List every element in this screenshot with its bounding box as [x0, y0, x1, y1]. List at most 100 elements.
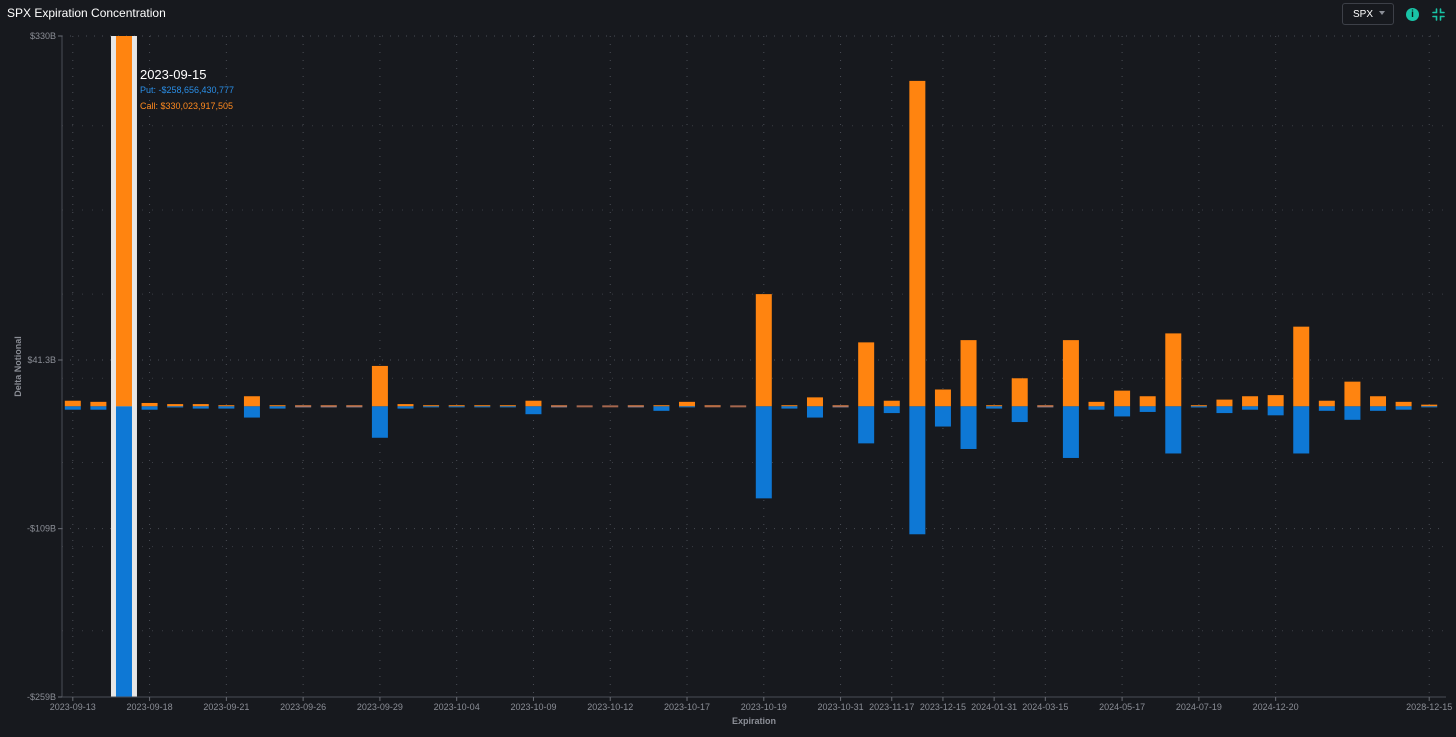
call-bar — [909, 80, 926, 407]
put-bar — [141, 406, 158, 410]
put-bar — [1139, 406, 1156, 412]
put-bar — [653, 406, 670, 411]
x-tick-label: 2023-09-26 — [280, 702, 326, 712]
small-bar — [627, 405, 644, 408]
tooltip: 2023-09-15 Put: -$258,656,430,777 Call: $3… — [140, 67, 234, 111]
call-bar — [1370, 396, 1387, 407]
put-bar — [1216, 406, 1233, 414]
call-bar — [986, 405, 1003, 407]
put-bar — [167, 406, 184, 408]
put-bar — [269, 406, 286, 409]
call-bar — [1242, 396, 1259, 407]
call-bar — [474, 405, 491, 407]
put-bar — [1011, 406, 1028, 423]
call-bar — [525, 400, 542, 407]
call-bar — [141, 402, 158, 407]
small-bar — [295, 405, 312, 408]
x-tick-label: 2023-09-21 — [203, 702, 249, 712]
bar-series — [64, 36, 1438, 697]
x-tick-label: 2023-10-17 — [664, 702, 710, 712]
put-bar — [960, 406, 977, 449]
x-axis-title: Expiration — [732, 716, 776, 726]
call-bar — [1165, 333, 1182, 407]
put-bar — [755, 406, 772, 499]
put-bar — [1370, 406, 1387, 411]
call-bar — [448, 405, 465, 407]
call-bar — [1139, 396, 1156, 407]
put-bar — [192, 406, 209, 409]
call-bar — [1344, 381, 1361, 407]
put-bar — [1242, 406, 1259, 410]
call-bar — [115, 36, 132, 407]
put-bar — [218, 406, 235, 409]
call-bar — [883, 400, 900, 407]
call-bar — [1293, 326, 1310, 407]
put-bar — [371, 406, 388, 438]
put-bar — [115, 406, 132, 697]
call-bar — [781, 405, 798, 407]
chart-title: SPX Expiration Concentration — [7, 6, 166, 20]
put-bar — [1293, 406, 1310, 454]
small-bar — [730, 405, 747, 408]
call-bar — [1318, 400, 1335, 407]
chevron-down-icon — [1379, 11, 1385, 15]
small-bar — [346, 405, 363, 408]
put-bar — [1165, 406, 1182, 454]
x-tick-label: 2024-07-19 — [1176, 702, 1222, 712]
put-bar — [1421, 406, 1438, 408]
call-bar — [397, 404, 414, 407]
ticker-select-value: SPX — [1353, 8, 1374, 20]
x-tick-label: 2023-12-15 — [920, 702, 966, 712]
y-tick-label: -$259B — [27, 692, 56, 702]
x-tick-label: 2024-01-31 — [971, 702, 1017, 712]
y-tick-label: -$109B — [27, 524, 56, 534]
put-bar — [1062, 406, 1079, 458]
x-tick-label: 2023-09-18 — [127, 702, 173, 712]
x-tick-label: 2023-09-13 — [50, 702, 96, 712]
call-bar — [499, 405, 516, 407]
x-tick-label: 2023-10-09 — [510, 702, 556, 712]
call-bar — [934, 389, 951, 407]
put-bar — [1318, 406, 1335, 411]
tooltip-put-value: Put: -$258,656,430,777 — [140, 85, 234, 95]
x-tick-label: 2024-03-15 — [1022, 702, 1068, 712]
call-bar — [858, 342, 875, 407]
call-bar — [1011, 378, 1028, 407]
call-bar — [755, 294, 772, 407]
put-bar — [1267, 406, 1284, 416]
small-bar — [704, 405, 721, 408]
x-tick-label: 2023-10-04 — [434, 702, 480, 712]
call-bar — [269, 405, 286, 407]
x-tick-label: 2023-10-19 — [741, 702, 787, 712]
call-bar — [1216, 399, 1233, 407]
x-tick-label: 2024-05-17 — [1099, 702, 1145, 712]
small-bar — [602, 405, 619, 408]
put-bar — [858, 406, 875, 444]
small-bar — [832, 405, 849, 408]
put-bar — [934, 406, 951, 427]
put-bar — [448, 406, 465, 408]
y-axis-title: Delta Notional — [13, 336, 23, 397]
small-bar — [320, 405, 337, 408]
call-bar — [1190, 405, 1207, 407]
info-icon[interactable]: i — [1406, 8, 1419, 21]
put-bar — [1395, 406, 1412, 410]
call-bar — [960, 340, 977, 407]
put-bar — [64, 406, 81, 410]
x-tick-label: 2023-10-31 — [818, 702, 864, 712]
x-tick-label: 2023-09-29 — [357, 702, 403, 712]
call-bar — [192, 404, 209, 407]
call-bar — [1114, 390, 1131, 407]
x-tick-label: 2023-10-12 — [587, 702, 633, 712]
put-bar — [1088, 406, 1105, 410]
call-bar — [653, 405, 670, 407]
collapse-icon[interactable] — [1432, 8, 1445, 21]
call-bar — [243, 396, 260, 407]
x-tick-label: 2028-12-15 — [1406, 702, 1452, 712]
ticker-select[interactable]: SPX — [1342, 3, 1394, 25]
call-bar — [167, 404, 184, 407]
put-bar — [423, 406, 440, 408]
call-bar — [423, 405, 440, 407]
